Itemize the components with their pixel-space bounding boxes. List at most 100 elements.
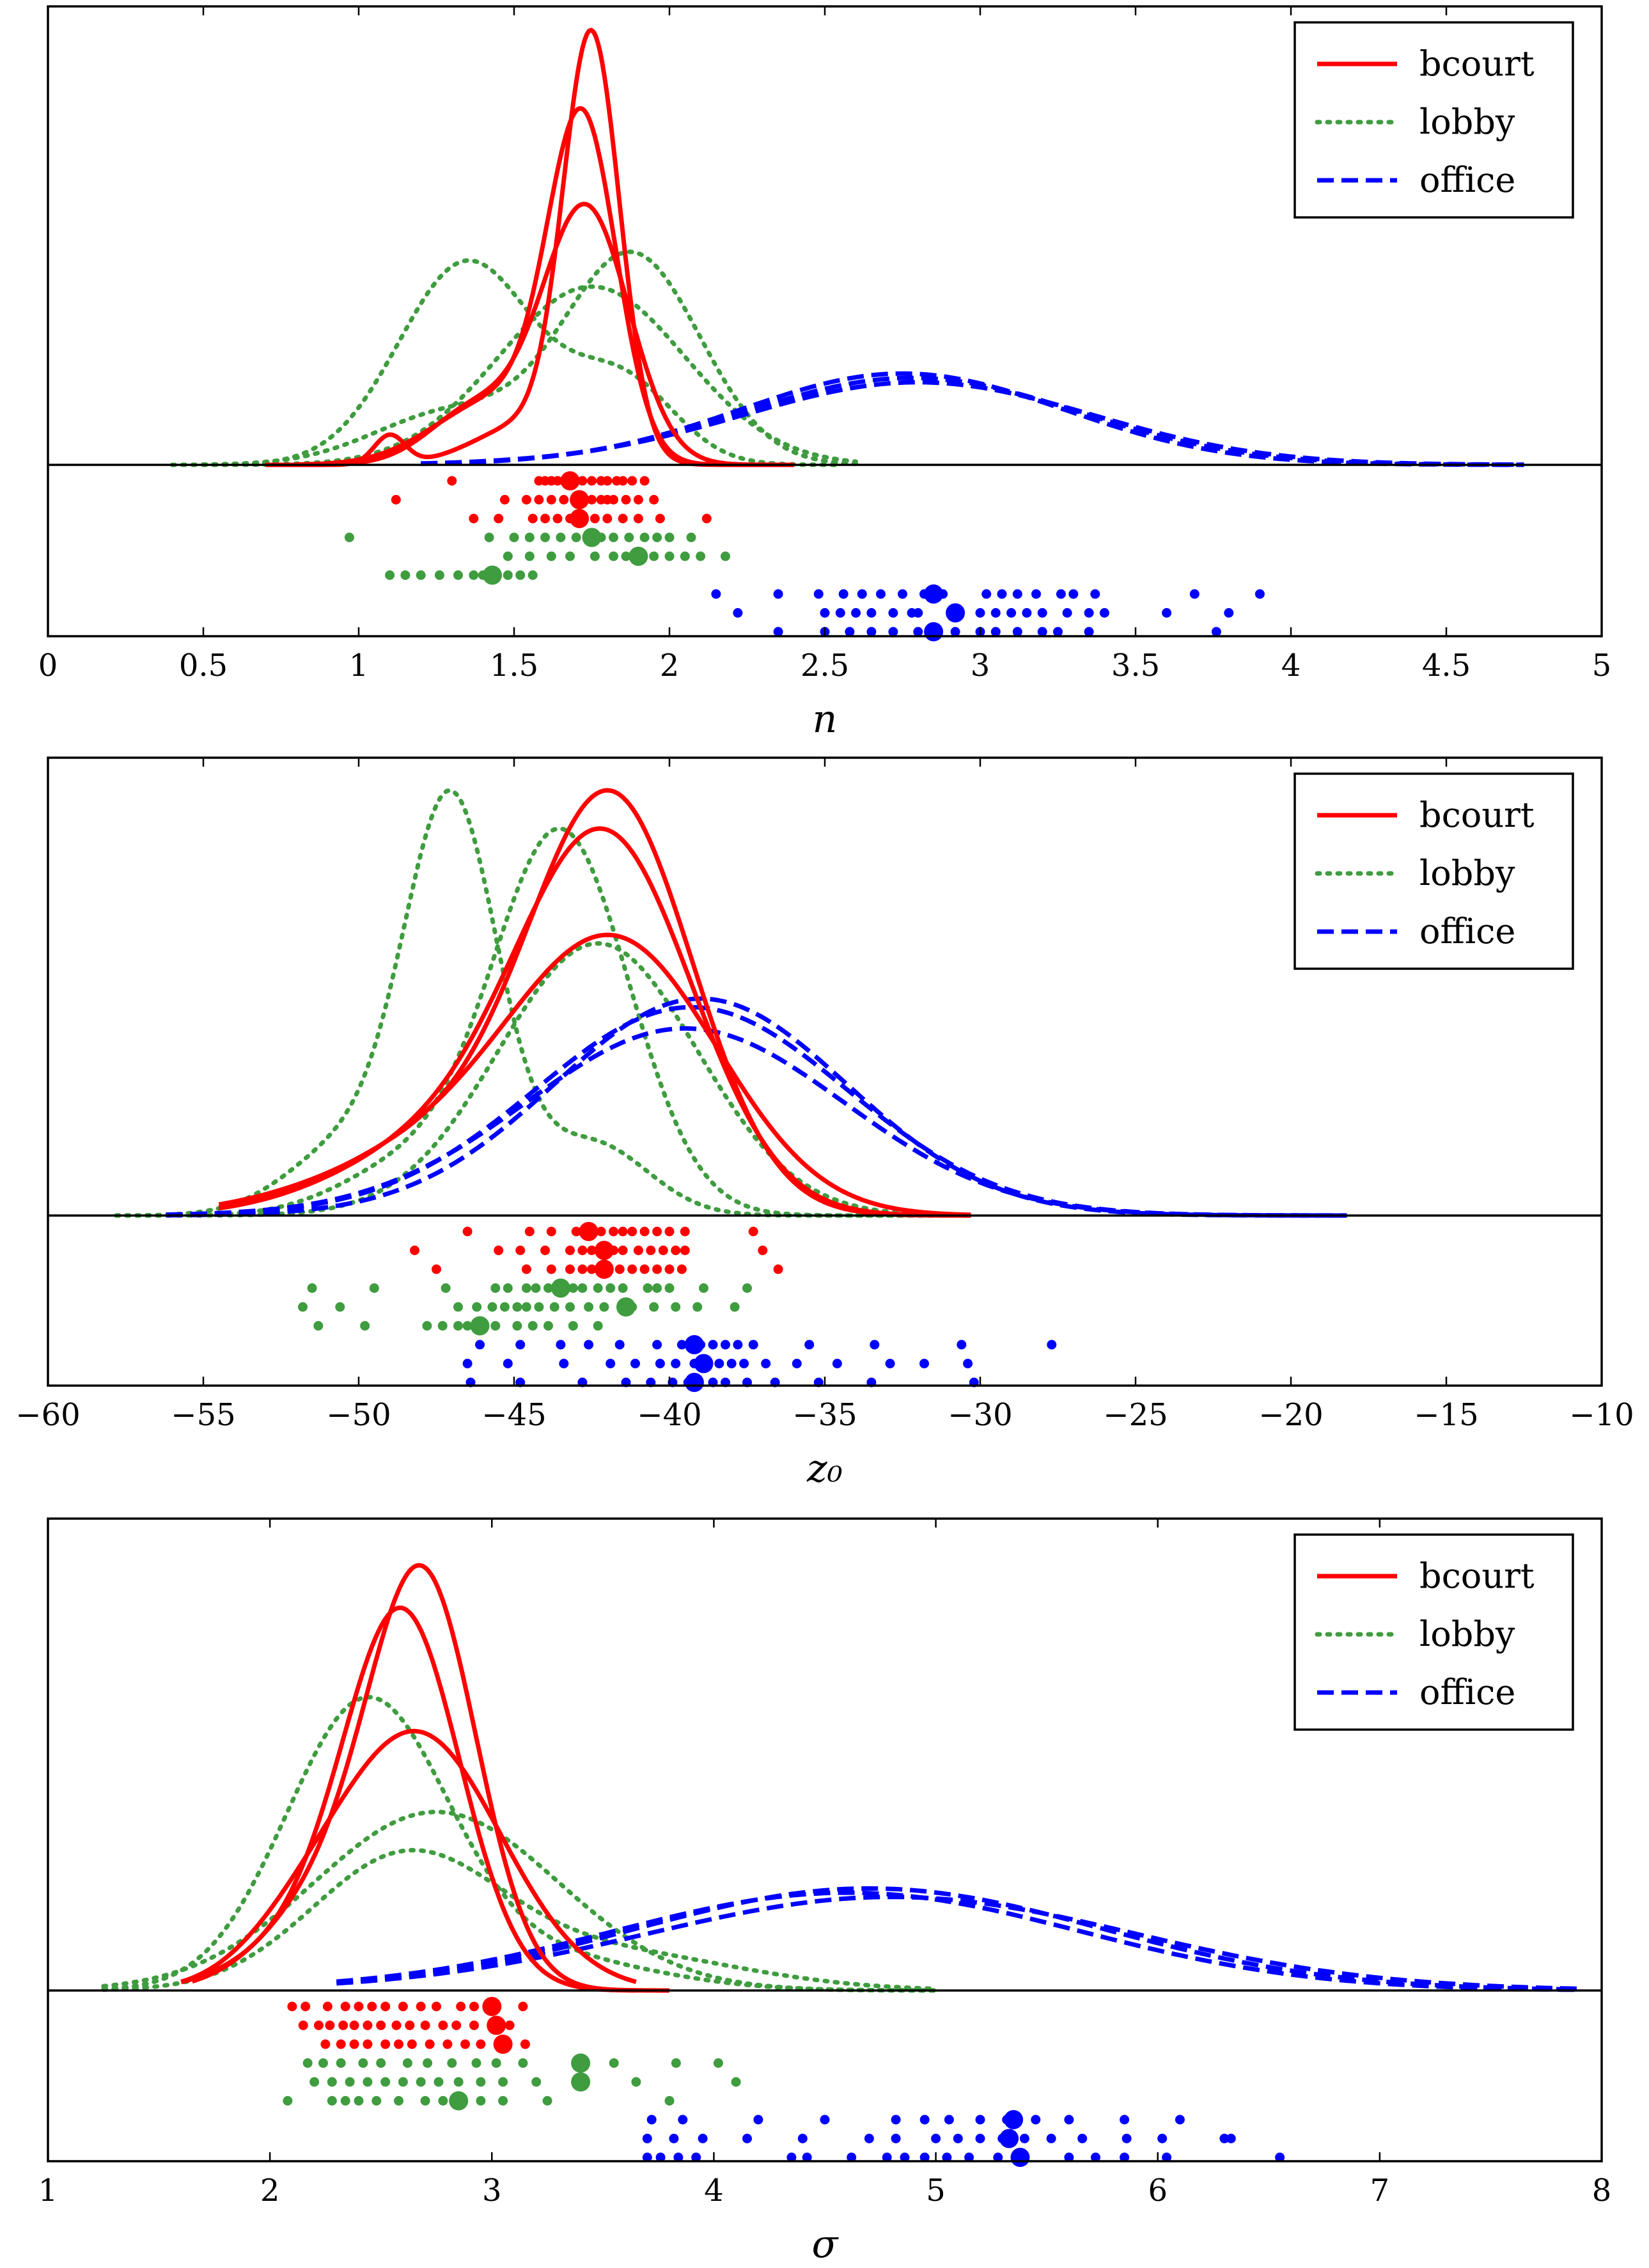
office-sample-point: [797, 2134, 808, 2143]
x-tick-label: 4.5: [1422, 648, 1471, 684]
x-tick-label: 8: [1592, 2173, 1612, 2209]
bcourt-mean-point: [594, 1240, 614, 1260]
bcourt-sample-point: [325, 2021, 335, 2030]
bcourt-sample-point: [460, 2039, 471, 2049]
lobby-sample-point: [515, 570, 526, 580]
office-sample-point: [802, 2152, 812, 2162]
lobby-sample-point: [543, 1321, 553, 1331]
x-tick-label: −50: [326, 1397, 391, 1433]
office-sample-point: [462, 1359, 473, 1368]
x-tick-label: −45: [481, 1397, 546, 1433]
bcourt-sample-point: [609, 495, 618, 504]
bcourt-sample-point: [587, 1246, 597, 1255]
bcourt-sample-point: [420, 2021, 430, 2030]
x-tick-label: −20: [1258, 1397, 1323, 1433]
lobby-density-curve-3: [101, 1848, 939, 1992]
lobby-sample-point: [422, 1321, 432, 1331]
lobby-sample-point: [420, 2096, 430, 2106]
lobby-sample-point: [643, 1283, 653, 1293]
bcourt-sample-point: [521, 495, 531, 504]
lobby-sample-point: [671, 2058, 681, 2068]
office-mean-point: [1010, 2148, 1030, 2167]
bcourt-mean-point: [560, 471, 580, 490]
lobby-sample-point: [283, 2096, 293, 2106]
office-sample-point: [1162, 2152, 1172, 2162]
bcourt-sample-point: [546, 1226, 556, 1237]
x-tick-label: 2: [260, 2173, 280, 2209]
bcourt-sample-point: [618, 1226, 628, 1237]
lobby-mean-point: [571, 2053, 591, 2073]
lobby-sample-point: [476, 2096, 486, 2106]
bcourt-sample-point: [680, 1246, 690, 1255]
bcourt-sample-point: [469, 513, 479, 524]
lobby-sample-point: [437, 1321, 448, 1331]
lobby-sample-point: [524, 533, 535, 542]
bcourt-mean-point: [594, 1260, 614, 1279]
office-sample-point: [1031, 2115, 1041, 2125]
scatter-points: [344, 471, 1265, 641]
lobby-sample-point: [490, 1321, 501, 1331]
bcourt-sample-point: [469, 2001, 479, 2012]
lobby-sample-point: [606, 1283, 616, 1293]
x-tick-label: 4: [1281, 648, 1301, 684]
lobby-density-curve-3: [114, 941, 946, 1218]
bcourt-sample-point: [499, 495, 510, 504]
panel-n: 0 0.5 1 1.5 2 2.5 3 3.5 4 4.5 5 n bcourt lobby offic…: [38, 5, 1611, 742]
lobby-sample-point: [490, 1283, 501, 1293]
bcourt-sample-point: [540, 1246, 551, 1255]
lobby-sample-point: [358, 2058, 368, 2068]
lobby-sample-point: [402, 2058, 412, 2068]
lobby-sample-point: [521, 1302, 531, 1312]
lobby-sample-point: [453, 1321, 463, 1331]
bcourt-sample-point: [376, 2021, 386, 2030]
office-sample-point: [742, 2134, 752, 2143]
office-sample-point: [820, 608, 830, 618]
x-tick-label: −25: [1103, 1397, 1168, 1433]
office-sample-point: [739, 1359, 749, 1368]
lobby-sample-point: [521, 1283, 531, 1293]
office-sample-point: [642, 2152, 652, 2162]
legend-label-office: office: [1419, 911, 1515, 951]
legend-label-lobby: lobby: [1419, 1614, 1515, 1654]
office-sample-point: [792, 1359, 802, 1368]
lobby-sample-point: [363, 2077, 373, 2087]
lobby-sample-point: [671, 1302, 681, 1312]
x-tick-label: 1: [38, 2173, 58, 2209]
lobby-sample-point: [549, 1302, 559, 1312]
office-sample-point: [1056, 589, 1066, 599]
office-sample-point: [655, 2152, 666, 2162]
office-sample-point: [1254, 589, 1265, 599]
office-sample-point: [942, 2152, 952, 2162]
bcourt-sample-point: [432, 2001, 441, 2012]
lobby-mean-point: [571, 2072, 591, 2092]
lobby-sample-point: [369, 1283, 379, 1293]
x-tick-label: −30: [948, 1397, 1012, 1433]
bcourt-sample-point: [652, 1226, 662, 1237]
office-mean-point: [694, 1354, 714, 1373]
office-sample-point: [888, 608, 898, 618]
office-sample-point: [1084, 627, 1094, 637]
office-sample-point: [711, 589, 721, 599]
office-sample-point: [1046, 2134, 1056, 2143]
lobby-sample-point: [556, 533, 566, 542]
lobby-sample-point: [713, 2058, 723, 2068]
lobby-sample-point: [696, 551, 706, 561]
bcourt-sample-point: [432, 1264, 441, 1274]
bcourt-sample-point: [363, 2021, 373, 2030]
bcourt-sample-point: [633, 513, 643, 524]
lobby-sample-point: [631, 2077, 641, 2087]
office-sample-point: [671, 1359, 681, 1368]
bcourt-sample-point: [462, 1226, 473, 1237]
lobby-mean-point: [483, 565, 502, 585]
office-sample-point: [698, 2134, 708, 2143]
lobby-mean-point: [470, 1316, 490, 1336]
office-sample-point: [1047, 1340, 1057, 1350]
lobby-sample-point: [531, 2077, 542, 2087]
lobby-sample-point: [434, 2077, 444, 2087]
bcourt-sample-point: [618, 513, 628, 524]
bcourt-sample-point: [416, 2001, 426, 2012]
lobby-sample-point: [335, 1302, 345, 1312]
lobby-sample-point: [680, 551, 690, 561]
office-sample-point: [975, 2134, 985, 2143]
bcourt-sample-point: [410, 1246, 419, 1255]
